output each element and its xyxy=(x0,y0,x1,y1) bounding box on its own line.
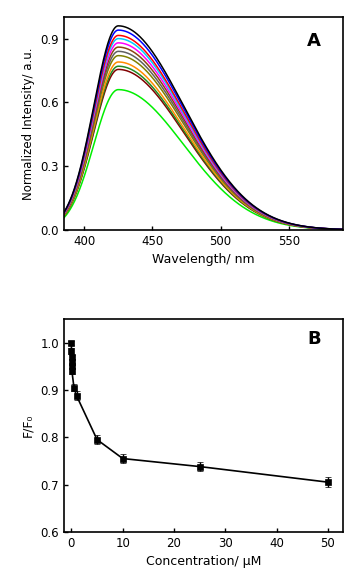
Y-axis label: F/F₀: F/F₀ xyxy=(22,414,35,437)
Text: A: A xyxy=(307,32,321,50)
Text: B: B xyxy=(307,330,321,348)
Y-axis label: Normalized Intensity/ a.u.: Normalized Intensity/ a.u. xyxy=(22,47,35,200)
X-axis label: Concentration/ μM: Concentration/ μM xyxy=(146,555,261,568)
X-axis label: Wavelength/ nm: Wavelength/ nm xyxy=(152,253,255,266)
